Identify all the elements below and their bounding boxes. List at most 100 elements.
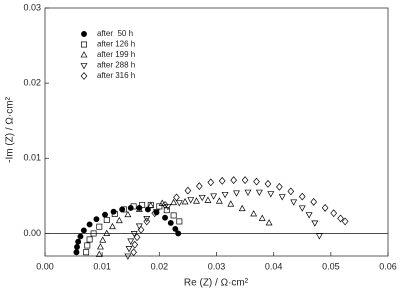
legend-marker xyxy=(80,72,88,80)
marker xyxy=(147,201,155,209)
legend-marker xyxy=(80,63,88,70)
marker xyxy=(83,249,90,256)
marker xyxy=(109,222,116,230)
marker xyxy=(124,210,132,218)
marker xyxy=(99,236,107,243)
marker xyxy=(204,196,212,203)
marker xyxy=(130,248,137,257)
marker xyxy=(84,242,91,249)
marker xyxy=(139,201,146,208)
marker xyxy=(137,225,145,234)
marker xyxy=(193,197,200,204)
legend-marker xyxy=(80,51,88,58)
x-tick-label: 0.04 xyxy=(265,261,283,271)
marker xyxy=(321,203,329,212)
marker xyxy=(253,177,260,186)
marker xyxy=(278,194,286,201)
marker xyxy=(170,198,178,206)
marker xyxy=(167,219,174,226)
marker xyxy=(337,214,344,223)
marker xyxy=(115,216,123,224)
y-tick-label: 0.03 xyxy=(23,2,41,12)
x-tick-label: 0.00 xyxy=(36,261,54,271)
legend-label: after 316 h xyxy=(97,71,135,80)
marker xyxy=(86,221,93,228)
y-tick-label: 0.00 xyxy=(23,228,41,238)
marker xyxy=(230,176,237,185)
x-axis-title: Re (Z) / Ω·cm² xyxy=(184,278,249,289)
marker xyxy=(120,206,127,213)
marker xyxy=(305,212,313,219)
legend-label: after 126 h xyxy=(97,40,135,49)
marker xyxy=(184,186,192,195)
marker xyxy=(176,218,183,225)
marker xyxy=(311,220,319,227)
marker xyxy=(310,197,318,206)
marker xyxy=(341,217,349,226)
y-tick-label: 0.01 xyxy=(23,153,41,163)
marker xyxy=(244,189,252,196)
marker xyxy=(131,240,139,249)
marker xyxy=(298,205,306,212)
marker xyxy=(75,238,82,245)
y-tick-label: 0.02 xyxy=(23,78,41,88)
marker xyxy=(130,231,138,238)
marker xyxy=(135,205,143,212)
marker xyxy=(170,212,177,219)
marker xyxy=(133,233,141,242)
marker xyxy=(287,187,295,196)
marker xyxy=(90,230,97,237)
marker xyxy=(330,209,338,218)
marker xyxy=(77,233,84,240)
marker xyxy=(210,193,218,200)
marker xyxy=(267,191,275,198)
marker xyxy=(143,217,151,226)
marker xyxy=(102,211,108,218)
marker xyxy=(162,214,168,221)
x-tick-label: 0.06 xyxy=(379,261,397,271)
marker xyxy=(95,250,103,257)
marker xyxy=(172,225,179,232)
marker xyxy=(143,215,151,223)
marker xyxy=(227,200,235,207)
marker xyxy=(250,210,258,217)
legend-label: after 199 h xyxy=(97,50,135,59)
marker xyxy=(218,176,226,185)
marker xyxy=(161,200,169,209)
marker xyxy=(173,193,180,202)
x-tick-label: 0.03 xyxy=(208,261,226,271)
marker xyxy=(96,223,103,230)
marker xyxy=(175,230,182,237)
marker xyxy=(238,204,246,212)
marker xyxy=(153,209,160,216)
marker xyxy=(233,190,240,197)
x-tick-label: 0.01 xyxy=(93,261,111,271)
marker xyxy=(125,246,133,253)
y-axis-title: -Im (Z) / Ω·cm² xyxy=(5,96,16,162)
marker xyxy=(124,253,132,260)
marker xyxy=(181,198,189,205)
marker xyxy=(103,229,111,236)
marker xyxy=(255,189,263,196)
marker xyxy=(315,233,323,240)
marker xyxy=(175,200,183,207)
marker xyxy=(276,182,283,191)
marker xyxy=(198,194,206,202)
marker xyxy=(73,249,80,256)
marker xyxy=(196,182,203,191)
marker xyxy=(265,219,273,226)
x-tick-label: 0.02 xyxy=(151,261,169,271)
marker xyxy=(156,203,163,210)
marker xyxy=(151,209,159,218)
marker xyxy=(86,236,93,243)
legend-marker xyxy=(81,31,87,37)
legend-label: after 50 h xyxy=(97,29,133,38)
marker xyxy=(93,216,100,223)
legend-marker xyxy=(81,41,87,48)
marker xyxy=(80,227,87,234)
marker xyxy=(187,197,195,204)
marker xyxy=(119,206,126,213)
marker xyxy=(215,197,223,204)
